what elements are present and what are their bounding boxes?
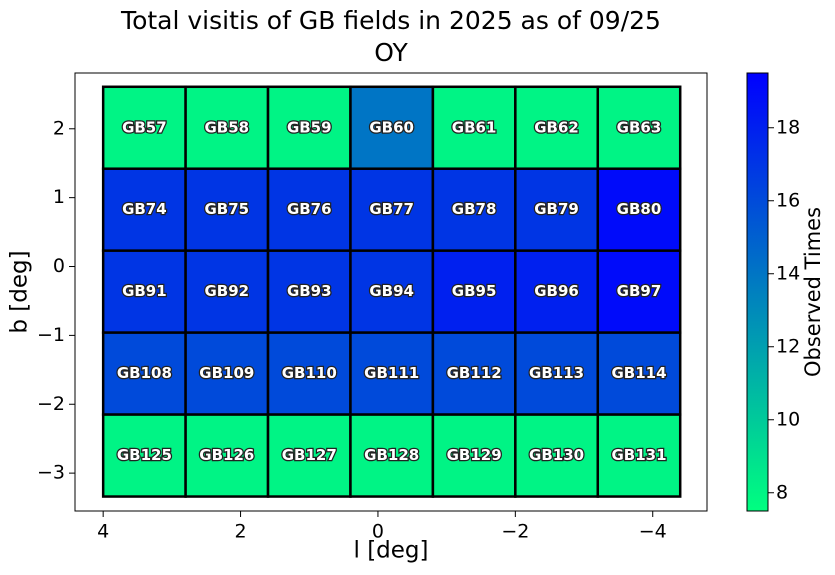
cell-label: GB77 (369, 200, 414, 218)
cell-label: GB79 (534, 200, 579, 218)
plot-frame (74, 72, 708, 512)
heatmap-cell (101, 167, 187, 252)
cell-label: GB109 (199, 364, 254, 382)
colorbar-tick-label: 18 (776, 116, 800, 138)
cell-label: GB62 (534, 118, 579, 136)
colorbar-tick-label: 16 (776, 189, 800, 211)
cell-label: GB113 (529, 364, 584, 382)
colorbar-tick-label: 12 (776, 335, 800, 357)
cell-label: GB76 (287, 200, 332, 218)
heatmap-cell (514, 249, 600, 334)
heatmap-cell (101, 413, 187, 498)
heatmap-cell (514, 331, 600, 416)
y-tick-label: −3 (37, 462, 65, 484)
colorbar-tick-label: 14 (776, 262, 800, 284)
chart-title: Total visitis of GB fields in 2025 as of… (120, 6, 661, 35)
y-axis-label: b [deg] (7, 250, 33, 333)
colorbar (746, 72, 769, 512)
heatmap-cell (101, 85, 187, 170)
cell-label: GB60 (369, 118, 414, 136)
cell-label: GB78 (452, 200, 497, 218)
cell-label: GB131 (611, 446, 666, 464)
cell-label: GB96 (534, 282, 579, 300)
x-tick-label: 2 (235, 521, 247, 543)
cell-label: GB130 (529, 446, 584, 464)
cell-label: GB91 (122, 282, 167, 300)
heatmap-cell (431, 167, 517, 252)
cell-label: GB93 (287, 282, 332, 300)
heatmap-cell (184, 249, 270, 334)
heatmap-cell (184, 85, 270, 170)
heatmap-cell (596, 413, 682, 498)
y-tick-label: 2 (53, 117, 65, 139)
x-tick-label: −4 (639, 521, 667, 543)
cell-label: GB95 (452, 282, 497, 300)
cell-label: GB126 (199, 446, 254, 464)
cell-label: GB80 (617, 200, 662, 218)
cell-label: GB94 (369, 282, 414, 300)
cell-label: GB74 (122, 200, 167, 218)
colorbar-tick-label: 8 (776, 481, 788, 503)
cell-label: GB92 (205, 282, 250, 300)
colorbar-label: Observed Times (801, 207, 825, 377)
cell-label: GB129 (447, 446, 502, 464)
heatmap-cell (184, 331, 270, 416)
heatmap-cell (266, 167, 352, 252)
cell-label: GB112 (447, 364, 502, 382)
x-axis-label: l [deg] (354, 538, 429, 564)
cell-label: GB125 (117, 446, 172, 464)
y-tick-label: −1 (37, 324, 65, 346)
heatmap-cell (514, 413, 600, 498)
y-tick-label: 0 (53, 255, 65, 277)
y-tick-label: 1 (53, 186, 65, 208)
cell-label: GB127 (282, 446, 337, 464)
cell-label: GB97 (617, 282, 662, 300)
cell-label: GB75 (205, 200, 250, 218)
cell-label: GB108 (117, 364, 172, 382)
cell-label: GB61 (452, 118, 497, 136)
x-tick-label: −2 (501, 521, 529, 543)
y-tick-label: −2 (37, 393, 65, 415)
heatmap-cell (431, 249, 517, 334)
heatmap-cell (596, 167, 682, 252)
cell-label: GB111 (364, 364, 419, 382)
x-tick-label: 4 (97, 521, 109, 543)
cell-label: GB128 (364, 446, 419, 464)
chart-subtitle: OY (374, 38, 408, 67)
cell-label: GB58 (205, 118, 250, 136)
heatmap-cell (596, 249, 682, 334)
cell-label: GB63 (617, 118, 662, 136)
cell-label: GB114 (611, 364, 666, 382)
cell-label: GB57 (122, 118, 167, 136)
x-tick-label: 0 (372, 521, 384, 543)
colorbar-tick-label: 10 (776, 408, 800, 430)
heatmap-cell (266, 249, 352, 334)
heatmap-cell (101, 331, 187, 416)
cell-label: GB59 (287, 118, 332, 136)
heatmap-cell (514, 85, 600, 170)
heatmap-cell (266, 413, 352, 498)
cell-label: GB110 (282, 364, 337, 382)
